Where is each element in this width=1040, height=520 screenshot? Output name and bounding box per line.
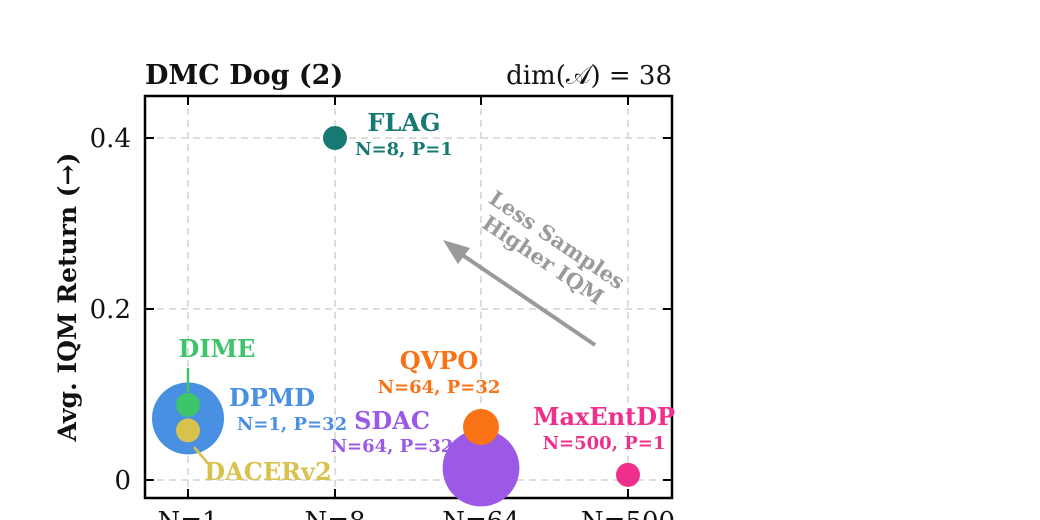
trend-annotation: Less Samples Higher IQM bbox=[443, 185, 630, 347]
data-point-dacerv2 bbox=[176, 418, 200, 443]
point-detail-maxentdp: N=500, P=1 bbox=[543, 433, 666, 454]
point-label-dacerv2: DACERv2 bbox=[204, 457, 331, 486]
trend-arrow-line bbox=[456, 250, 597, 347]
point-detail-dpmd: N=1, P=32 bbox=[237, 414, 347, 435]
point-label-sdac: SDAC bbox=[354, 406, 430, 435]
y-tick-label: 0 bbox=[114, 466, 131, 496]
axis-ticks: N=1 N=8 N=64 N=500 0 0.2 0.4 bbox=[90, 96, 675, 520]
data-point-flag bbox=[323, 126, 347, 150]
point-detail-flag: N=8, P=1 bbox=[355, 139, 453, 160]
chart-subtitle: dim(𝒜) = 38 bbox=[506, 61, 672, 91]
trend-arrow-head bbox=[443, 240, 470, 264]
x-tick-label: N=1 bbox=[157, 507, 218, 520]
data-point-maxentdp bbox=[616, 462, 640, 487]
point-detail-qvpo: N=64, P=32 bbox=[378, 377, 501, 398]
data-point-qvpo bbox=[463, 408, 499, 445]
point-detail-sdac: N=64, P=32 bbox=[331, 436, 454, 457]
plot-frame bbox=[143, 94, 674, 500]
leader-line-dacerv2 bbox=[193, 446, 213, 469]
x-tick-label: N=64 bbox=[442, 507, 520, 520]
y-tick-label: 0.4 bbox=[90, 124, 131, 154]
x-tick-label: N=8 bbox=[304, 507, 365, 520]
point-label-dime: DIME bbox=[179, 334, 256, 363]
data-points bbox=[152, 126, 640, 507]
point-label-maxentdp: MaxEntDP bbox=[533, 402, 675, 431]
point-label-qvpo: QVPO bbox=[400, 346, 478, 375]
data-point-dime bbox=[176, 392, 200, 417]
grid bbox=[145, 96, 672, 498]
point-label-flag: FLAG bbox=[367, 108, 440, 137]
point-label-dpmd: DPMD bbox=[229, 383, 315, 412]
x-tick-label: N=500 bbox=[581, 507, 675, 520]
chart-title: DMC Dog (2) bbox=[145, 60, 343, 91]
y-tick-label: 0.2 bbox=[90, 295, 131, 325]
data-point-sdac bbox=[442, 429, 520, 507]
y-axis-label: Avg. IQM Return (→) bbox=[53, 153, 82, 443]
